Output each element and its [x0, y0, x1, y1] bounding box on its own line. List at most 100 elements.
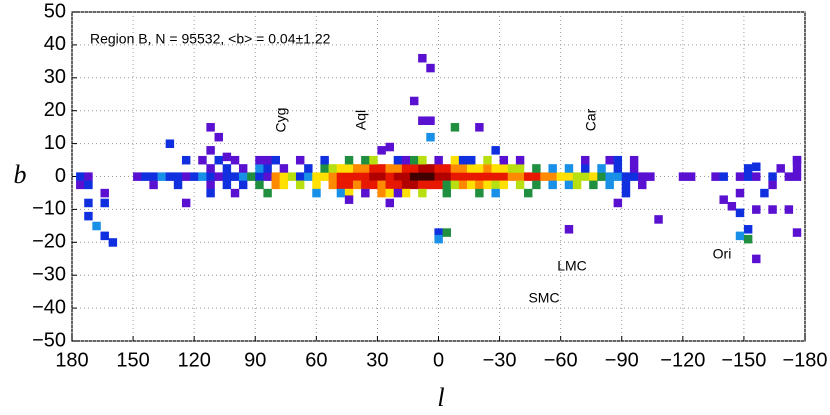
heat-cell — [418, 188, 427, 198]
heat-cell — [401, 164, 411, 173]
heat-cell — [792, 228, 802, 237]
heat-cell — [442, 172, 452, 181]
heat-cell — [743, 164, 753, 173]
heat-cell — [784, 172, 794, 181]
heat-cell — [295, 155, 305, 165]
heat-cell — [361, 180, 370, 190]
heat-cell — [222, 152, 232, 162]
heat-cell — [181, 155, 191, 165]
heat-cell — [393, 155, 403, 165]
heat-cell — [336, 172, 346, 181]
heat-cell — [458, 155, 468, 165]
heat-cell — [312, 188, 321, 198]
heat-cell — [238, 172, 248, 181]
heat-cell — [369, 164, 378, 173]
heat-cell — [230, 172, 240, 181]
heat-cell — [320, 172, 329, 181]
heat-cell — [442, 228, 452, 237]
heat-cell — [524, 188, 533, 198]
heat-cell — [385, 142, 395, 152]
heat-cell — [426, 116, 435, 125]
heat-cell — [629, 155, 639, 165]
heat-cell — [133, 172, 142, 181]
heat-cell — [418, 155, 427, 165]
x-tick-label: 30 — [366, 349, 388, 371]
heat-cell — [646, 172, 655, 181]
heat-cell — [238, 180, 248, 190]
y-tick-label: 0 — [55, 165, 66, 187]
heat-cell — [157, 172, 166, 181]
heat-cell — [548, 164, 557, 173]
y-tick-label: −20 — [32, 231, 66, 253]
heat-cell — [328, 180, 337, 190]
heat-cell — [564, 172, 574, 181]
heat-cell — [377, 180, 386, 190]
heat-cell — [418, 180, 427, 190]
heat-cell — [467, 180, 476, 190]
heat-cell — [247, 172, 256, 181]
heat-cell — [255, 164, 264, 173]
heat-cell — [613, 172, 623, 181]
annotation: Aql — [353, 110, 369, 130]
heat-cell — [752, 205, 761, 214]
heat-cell — [597, 164, 606, 173]
heat-cell — [686, 172, 696, 181]
heat-cell — [271, 180, 280, 190]
heat-cell — [385, 188, 395, 198]
heat-cell — [181, 172, 191, 181]
heat-cell — [255, 180, 264, 190]
heat-cell — [401, 188, 411, 198]
heat-cell — [377, 172, 386, 181]
heat-cell — [475, 164, 484, 173]
heat-cell — [377, 164, 386, 173]
heat-cell — [621, 172, 631, 181]
heat-cell — [385, 180, 395, 190]
heat-cell — [605, 155, 614, 165]
heat-cell — [515, 180, 525, 190]
heat-cell — [418, 53, 427, 63]
heat-cell — [426, 172, 435, 181]
heat-cell — [719, 195, 728, 204]
heat-cell — [418, 164, 427, 173]
heat-cell — [475, 172, 484, 181]
heat-cell — [532, 172, 541, 181]
heat-cell — [295, 172, 305, 181]
heat-cell — [263, 188, 272, 198]
y-axis-title: b — [14, 160, 27, 189]
heat-cell — [532, 164, 541, 173]
heat-cell — [401, 155, 411, 165]
heat-cell — [768, 172, 777, 181]
heat-cell — [727, 201, 737, 211]
annotation: Ori — [713, 246, 732, 262]
heat-cell — [409, 96, 419, 106]
heat-cell — [352, 172, 362, 181]
heat-cell — [629, 172, 639, 181]
heat-cell — [621, 188, 631, 198]
heat-cell — [638, 180, 647, 190]
heat-cell — [784, 205, 794, 214]
heat-cell — [752, 162, 761, 172]
heat-cell — [328, 164, 337, 173]
y-tick-label: 20 — [44, 99, 66, 121]
heat-cell — [255, 155, 264, 165]
heat-cell — [328, 172, 337, 181]
x-tick-label: 180 — [55, 349, 88, 371]
heat-cell — [361, 172, 370, 181]
heat-cell — [393, 172, 403, 181]
heat-cell — [263, 164, 272, 173]
heat-cell — [556, 172, 566, 181]
heat-cell — [409, 164, 419, 173]
heat-cell — [108, 238, 118, 247]
heat-cell — [735, 172, 745, 181]
heat-cell — [312, 172, 321, 181]
heat-cell — [735, 188, 745, 198]
heat-cell — [92, 221, 101, 231]
heat-cell — [214, 172, 223, 181]
heat-cell — [149, 180, 158, 190]
heat-cell — [206, 188, 215, 198]
heat-cell — [792, 155, 802, 165]
x-tick-label: −60 — [544, 349, 578, 371]
heat-cell — [581, 164, 590, 173]
heat-cell — [222, 172, 232, 181]
